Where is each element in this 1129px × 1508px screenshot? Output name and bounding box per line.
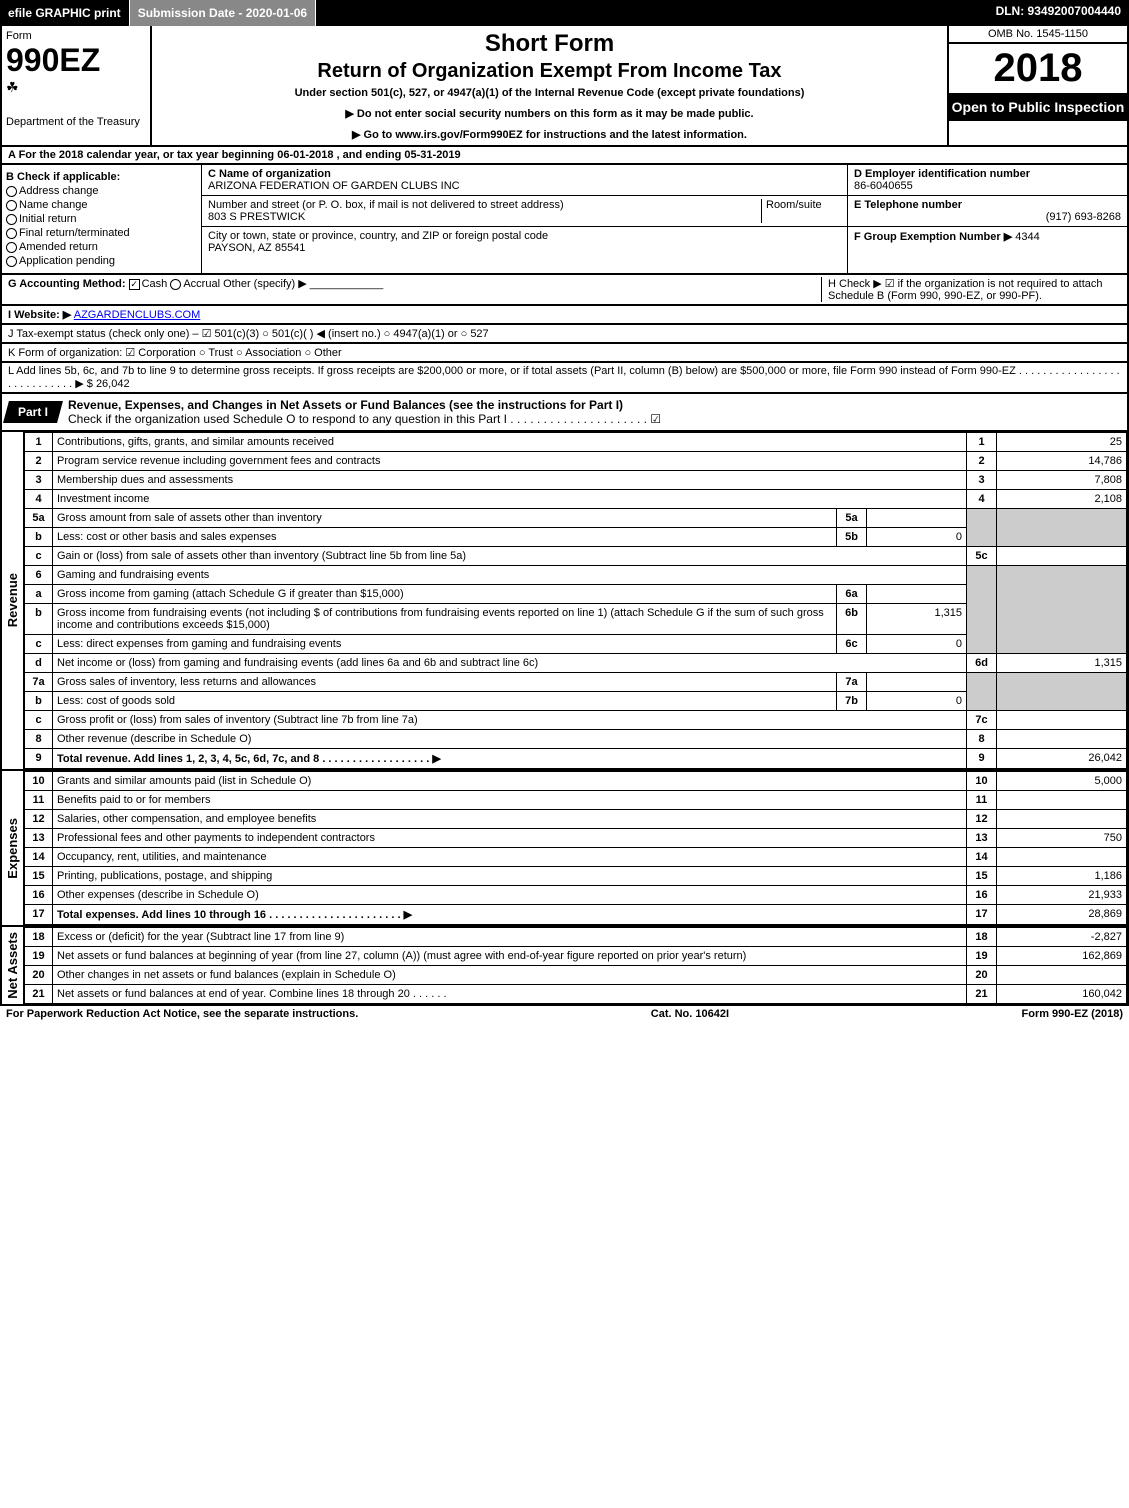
form-number: 990EZ bbox=[6, 42, 146, 79]
footer-mid: Cat. No. 10642I bbox=[651, 1008, 729, 1020]
check-cash[interactable]: ✓ bbox=[129, 279, 140, 290]
footer-left: For Paperwork Reduction Act Notice, see … bbox=[6, 1008, 358, 1020]
check-initial-return[interactable] bbox=[6, 214, 17, 225]
box-f-label: F Group Exemption Number ▶ bbox=[854, 231, 1012, 243]
box-e-label: E Telephone number bbox=[854, 199, 962, 211]
ssn-note: ▶ Do not enter social security numbers o… bbox=[156, 107, 943, 120]
box-l: L Add lines 5b, 6c, and 7b to line 9 to … bbox=[0, 363, 1129, 394]
box-j: J Tax-exempt status (check only one) – ☑… bbox=[0, 325, 1129, 344]
title-short-form: Short Form bbox=[156, 30, 943, 58]
check-address-change[interactable] bbox=[6, 186, 17, 197]
group-exempt-value: 4344 bbox=[1015, 231, 1039, 243]
form-label: Form bbox=[6, 30, 146, 42]
box-b: B Check if applicable: Address change Na… bbox=[2, 165, 202, 273]
revenue-label: Revenue bbox=[5, 573, 20, 627]
org-city: PAYSON, AZ 85541 bbox=[208, 242, 305, 254]
title-return: Return of Organization Exempt From Incom… bbox=[156, 60, 943, 83]
dln-label: DLN: 93492007004440 bbox=[988, 0, 1129, 26]
check-app-pending[interactable] bbox=[6, 256, 17, 267]
org-street: 803 S PRESTWICK bbox=[208, 211, 305, 223]
period-end: 05-31-2019 bbox=[404, 149, 460, 161]
phone-value: (917) 693-8268 bbox=[854, 211, 1121, 223]
box-c: C Name of organization ARIZONA FEDERATIO… bbox=[202, 165, 847, 273]
goto-link[interactable]: ▶ Go to www.irs.gov/Form990EZ for instru… bbox=[156, 128, 943, 141]
check-name-change[interactable] bbox=[6, 200, 17, 211]
subtitle: Under section 501(c), 527, or 4947(a)(1)… bbox=[156, 87, 943, 99]
room-suite: Room/suite bbox=[761, 199, 841, 223]
expenses-table: 10Grants and similar amounts paid (list … bbox=[24, 771, 1127, 925]
footer-right: Form 990-EZ (2018) bbox=[1022, 1008, 1123, 1020]
org-name: ARIZONA FEDERATION OF GARDEN CLUBS INC bbox=[208, 180, 460, 192]
gh-row: G Accounting Method: ✓Cash Accrual Other… bbox=[0, 275, 1129, 306]
check-accrual[interactable] bbox=[170, 279, 181, 290]
period-begin: 06-01-2018 bbox=[277, 149, 333, 161]
tax-year: 2018 bbox=[949, 44, 1127, 93]
website-link[interactable]: AZGARDENCLUBS.COM bbox=[74, 309, 201, 321]
period-row: A For the 2018 calendar year, or tax yea… bbox=[0, 147, 1129, 165]
netassets-table: 18Excess or (deficit) for the year (Subt… bbox=[24, 927, 1127, 1004]
ein-value: 86-6040655 bbox=[854, 180, 913, 192]
submission-date-button[interactable]: Submission Date - 2020-01-06 bbox=[130, 0, 316, 26]
box-i: I Website: ▶ AZGARDENCLUBS.COM bbox=[0, 306, 1129, 325]
info-box: B Check if applicable: Address change Na… bbox=[0, 165, 1129, 275]
efile-print-button[interactable]: efile GRAPHIC print bbox=[0, 0, 130, 26]
open-to-public: Open to Public Inspection bbox=[949, 93, 1127, 121]
check-final-return[interactable] bbox=[6, 228, 17, 239]
omb-number: OMB No. 1545-1150 bbox=[949, 26, 1127, 44]
page-footer: For Paperwork Reduction Act Notice, see … bbox=[0, 1006, 1129, 1022]
netassets-label: Net Assets bbox=[5, 932, 20, 999]
gross-receipts: $ 26,042 bbox=[87, 378, 130, 390]
part1-header: Part I Revenue, Expenses, and Changes in… bbox=[0, 394, 1129, 432]
dept-label: Department of the Treasury bbox=[6, 116, 146, 128]
check-amended[interactable] bbox=[6, 242, 17, 253]
box-h: H Check ▶ ☑ if the organization is not r… bbox=[821, 277, 1121, 302]
box-k: K Form of organization: ☑ Corporation ○ … bbox=[0, 344, 1129, 363]
topbar: efile GRAPHIC print Submission Date - 20… bbox=[0, 0, 1129, 26]
form-header: Form 990EZ ☘ Department of the Treasury … bbox=[0, 26, 1129, 147]
revenue-table: 1Contributions, gifts, grants, and simil… bbox=[24, 432, 1127, 769]
expenses-label: Expenses bbox=[5, 818, 20, 879]
box-d-label: D Employer identification number bbox=[854, 168, 1030, 180]
